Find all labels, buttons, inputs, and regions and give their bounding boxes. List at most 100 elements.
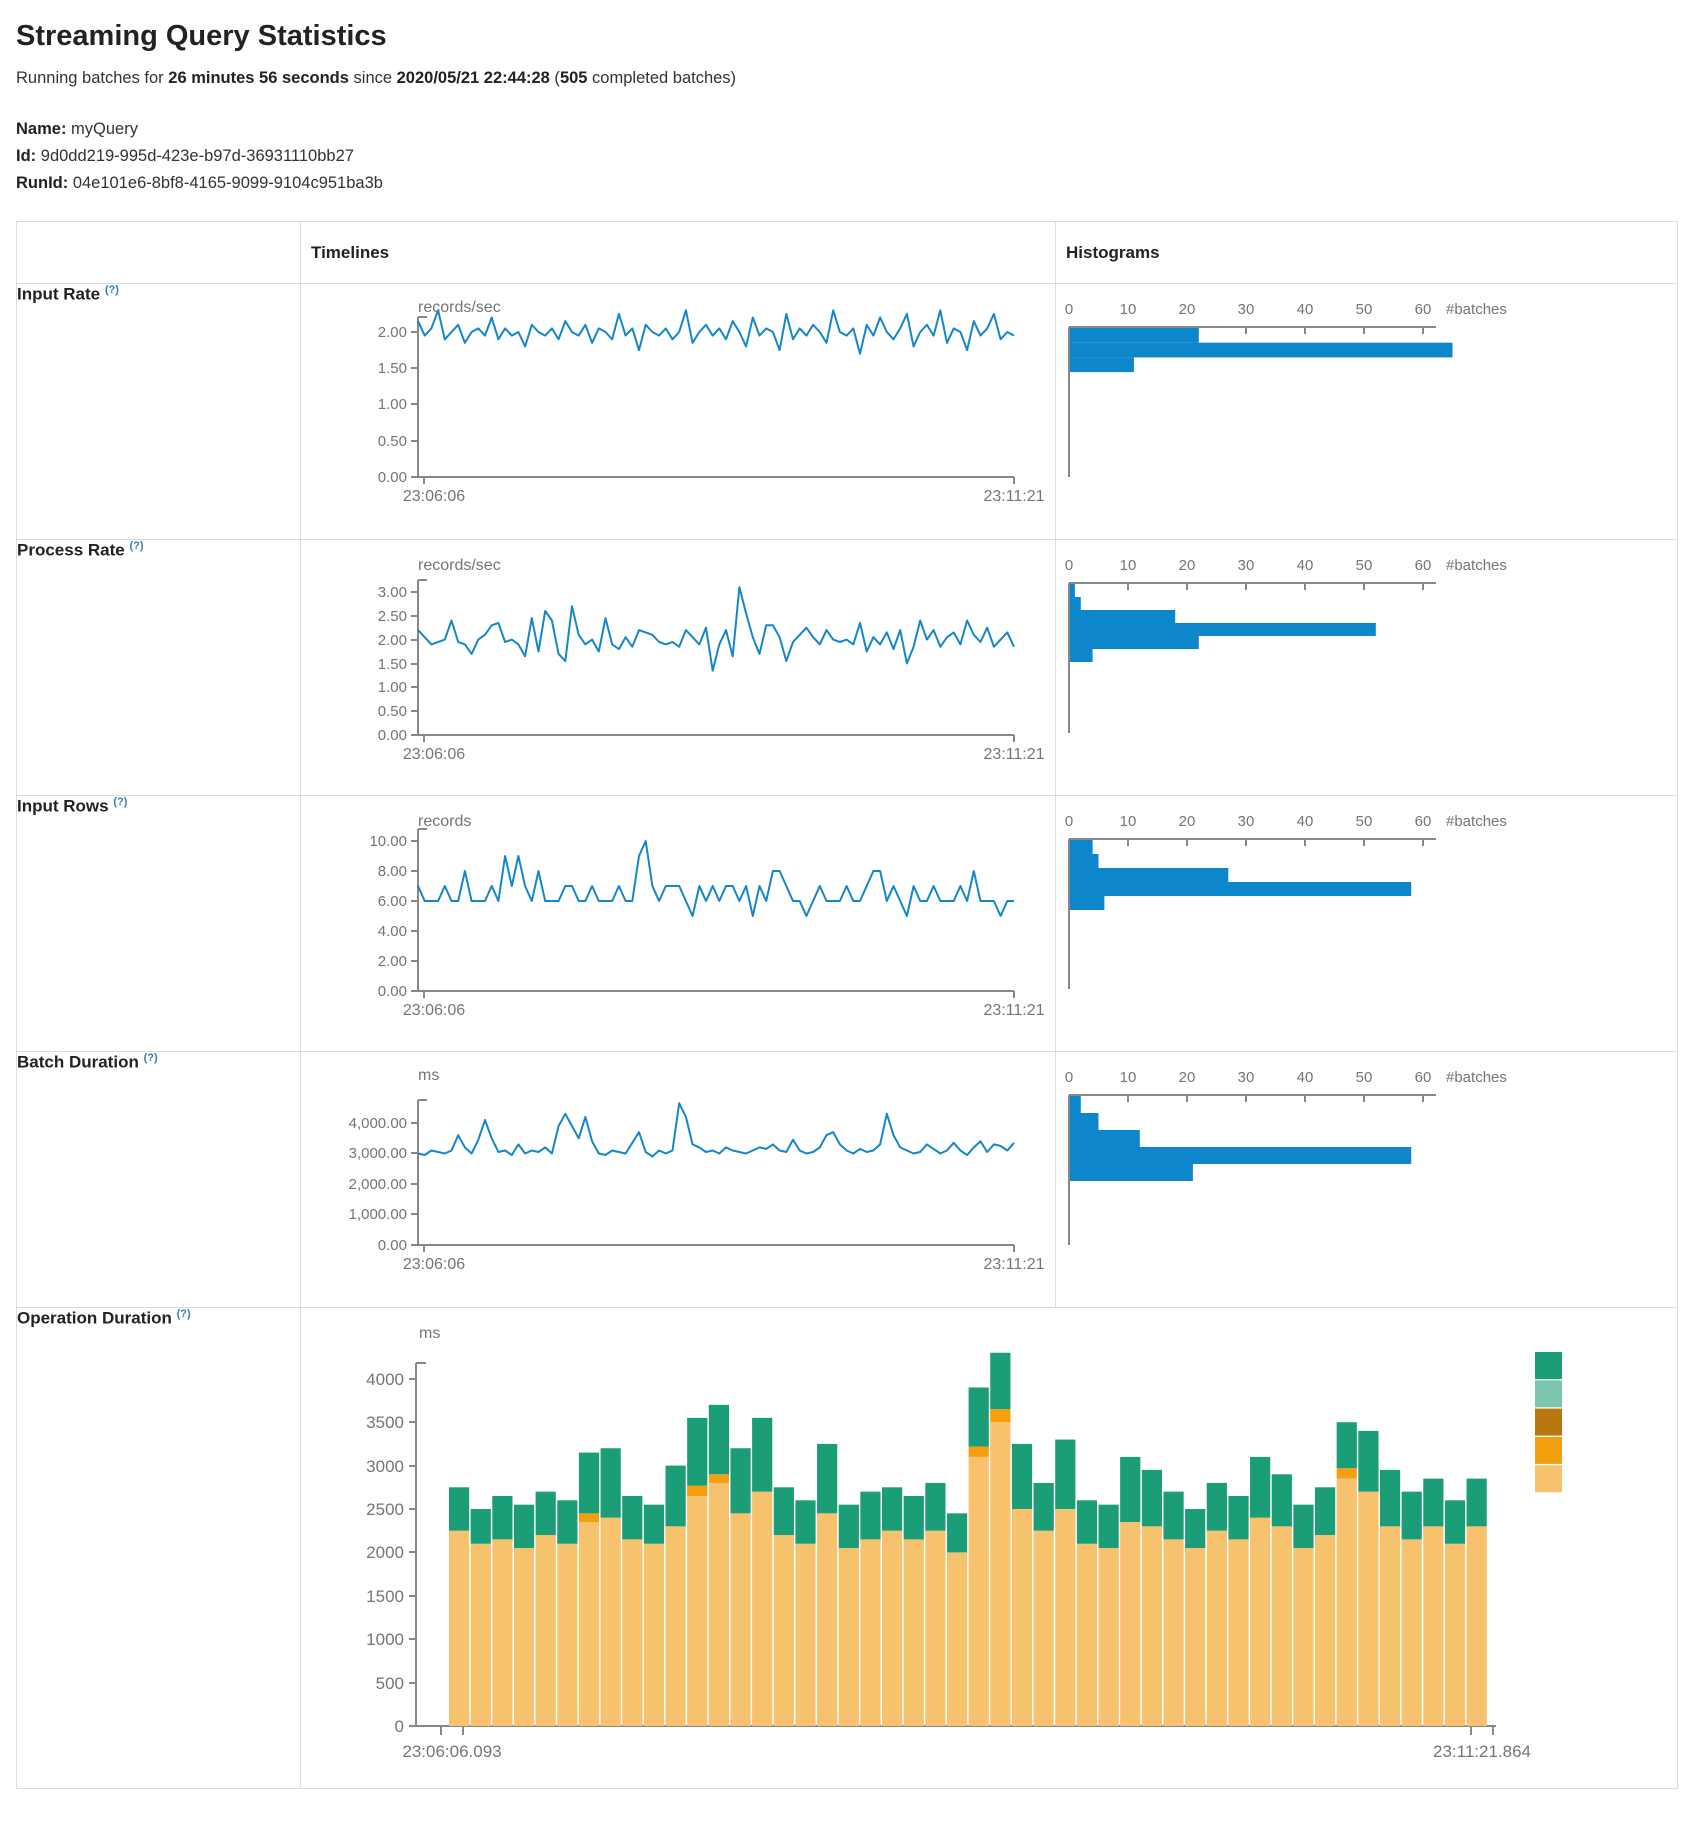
operation-duration-label: Operation Duration [17,1308,172,1328]
table-header-row: Timelines Histograms [16,221,1678,284]
svg-text:20: 20 [1179,1069,1196,1086]
row-label-operation-duration: Operation Duration (?) [16,1307,301,1789]
stats-table: Timelines Histograms Input Rate (?) reco… [16,221,1678,1789]
input-rate-label: Input Rate [17,284,101,304]
svg-text:4.00: 4.00 [378,923,407,940]
svg-text:1500: 1500 [366,1587,404,1606]
batch-duration-help-icon[interactable]: (?) [143,1052,158,1064]
query-meta: Name: myQuery Id: 9d0dd219-995d-423e-b97… [16,116,1677,197]
query-runid-value: 04e101e6-8bf8-4165-9099-9104c951ba3b [72,174,383,192]
svg-text:6.00: 6.00 [378,893,407,910]
input-rows-row: Input Rows (?) records 10.00 8.00 6.00 4.00 2… [16,795,1678,1052]
input-rate-histogram-svg: 0 10 20 30 40 50 60 #batches [1065,301,1507,477]
process-rate-timeline-chart: records/sec 3.00 2.50 2.00 1.50 1.00 0.50 0.00 2… [301,540,1055,795]
svg-text:40: 40 [1297,813,1314,830]
process-rate-timeline-svg: records/sec 3.00 2.50 2.00 1.50 1.00 0.50 0.00 2… [378,557,1045,763]
svg-text:0.00: 0.00 [378,983,407,1000]
svg-text:1,000.00: 1,000.00 [349,1206,407,1223]
header-empty-cell [16,221,301,284]
svg-text:4,000.00: 4,000.00 [349,1115,407,1132]
running-batches-summary: Running batches for 26 minutes 56 second… [16,69,1677,88]
svg-text:3500: 3500 [366,1413,404,1432]
svg-text:2.50: 2.50 [378,608,407,625]
svg-text:3.00: 3.00 [378,584,407,601]
svg-text:records/sec: records/sec [418,299,501,316]
svg-text:2,000.00: 2,000.00 [349,1176,407,1193]
header-histograms: Histograms [1055,221,1678,284]
running-prefix: Running batches for [16,69,169,87]
running-duration: 26 minutes 56 seconds [168,69,349,87]
svg-text:50: 50 [1356,557,1373,574]
svg-text:10.00: 10.00 [369,833,407,850]
svg-text:2000: 2000 [366,1543,404,1562]
input-rows-timeline-svg: records 10.00 8.00 6.00 4.00 2.00 0.00 23:06:06… [369,813,1044,1019]
batch-duration-timeline-chart: ms 4,000.00 3,000.00 2,000.00 1,000.00 0.00 23… [301,1052,1055,1307]
svg-text:23:06:06: 23:06:06 [403,1002,465,1019]
svg-text:10: 10 [1120,301,1137,318]
process-rate-help-icon[interactable]: (?) [129,540,144,552]
batch-duration-histogram-chart: 0 10 20 30 40 50 60 #batches [1056,1052,1677,1307]
svg-text:20: 20 [1179,301,1196,318]
input-rows-histogram-chart: 0 10 20 30 40 50 60 #batches [1056,796,1677,1051]
batch-duration-histogram-svg: 0 10 20 30 40 50 60 #batches [1065,1069,1507,1245]
query-id-line: Id: 9d0dd219-995d-423e-b97d-36931110bb27 [16,143,1677,170]
input-rate-help-icon[interactable]: (?) [104,284,119,296]
svg-text:1.00: 1.00 [378,679,407,696]
input-rows-help-icon[interactable]: (?) [113,796,128,808]
svg-text:60: 60 [1415,1069,1432,1086]
svg-text:23:06:06: 23:06:06 [403,1256,465,1273]
svg-text:2.00: 2.00 [378,324,407,341]
svg-text:50: 50 [1356,301,1373,318]
svg-text:0: 0 [395,1717,404,1736]
svg-text:1.00: 1.00 [378,396,407,413]
svg-text:23:06:06.093: 23:06:06.093 [402,1742,501,1761]
process-rate-histogram-chart: 0 10 20 30 40 50 60 #batches [1056,540,1677,795]
operation-duration-svg: ms 4000 3500 3000 2500 2000 1500 1000 500 0 23:06:… [366,1325,1562,1761]
svg-text:1000: 1000 [366,1630,404,1649]
input-rate-timeline-svg: records/sec 2.00 1.50 1.00 0.50 0.00 23:06:06 2… [378,299,1045,505]
svg-text:3000: 3000 [366,1457,404,1476]
row-label-input-rows: Input Rows (?) [16,795,301,1052]
query-name-label: Name: [16,120,67,138]
legend-swatch-3 [1535,1436,1562,1464]
process-rate-row: Process Rate (?) records/sec 3.00 2.50 2.00… [16,539,1678,796]
since-word: since [348,69,397,87]
svg-text:2.00: 2.00 [378,953,407,970]
query-id-label: Id: [16,147,37,165]
svg-text:ms: ms [419,1325,440,1342]
svg-text:30: 30 [1238,301,1255,318]
svg-text:20: 20 [1179,557,1196,574]
operation-duration-row: Operation Duration (?) ms 4000 3500 3000 250… [16,1307,1678,1789]
query-runid-line: RunId: 04e101e6-8bf8-4165-9099-9104c951b… [16,170,1677,197]
svg-text:0.00: 0.00 [378,727,407,744]
svg-text:23:11:21: 23:11:21 [983,746,1044,763]
legend-swatch-1 [1535,1380,1562,1408]
svg-text:10: 10 [1120,813,1137,830]
svg-text:23:11:21.864: 23:11:21.864 [1433,1742,1531,1761]
svg-text:2500: 2500 [366,1500,404,1519]
svg-text:0.50: 0.50 [378,703,407,720]
batch-count: 505 [559,69,588,87]
svg-text:10: 10 [1120,1069,1137,1086]
svg-text:#batches: #batches [1446,1069,1507,1086]
svg-text:30: 30 [1238,557,1255,574]
batch-duration-label: Batch Duration [17,1052,139,1072]
process-rate-label: Process Rate [17,540,125,560]
svg-text:1.50: 1.50 [378,360,407,377]
header-timelines: Timelines [300,221,1056,284]
svg-text:50: 50 [1356,813,1373,830]
row-label-input-rate: Input Rate (?) [16,283,301,540]
svg-text:0: 0 [1065,1069,1073,1086]
svg-text:8.00: 8.00 [378,863,407,880]
svg-text:0: 0 [1065,301,1073,318]
batch-duration-timeline-svg: ms 4,000.00 3,000.00 2,000.00 1,000.00 0.00 23… [349,1067,1045,1273]
operation-duration-help-icon[interactable]: (?) [176,1308,191,1320]
process-rate-histogram-svg: 0 10 20 30 40 50 60 #batches [1065,557,1507,733]
query-name-value: myQuery [71,120,138,138]
svg-text:50: 50 [1356,1069,1373,1086]
svg-text:60: 60 [1415,557,1432,574]
svg-text:30: 30 [1238,1069,1255,1086]
legend-swatch-0 [1535,1352,1562,1379]
legend-swatch-2 [1535,1408,1562,1436]
query-runid-label: RunId: [16,174,69,192]
